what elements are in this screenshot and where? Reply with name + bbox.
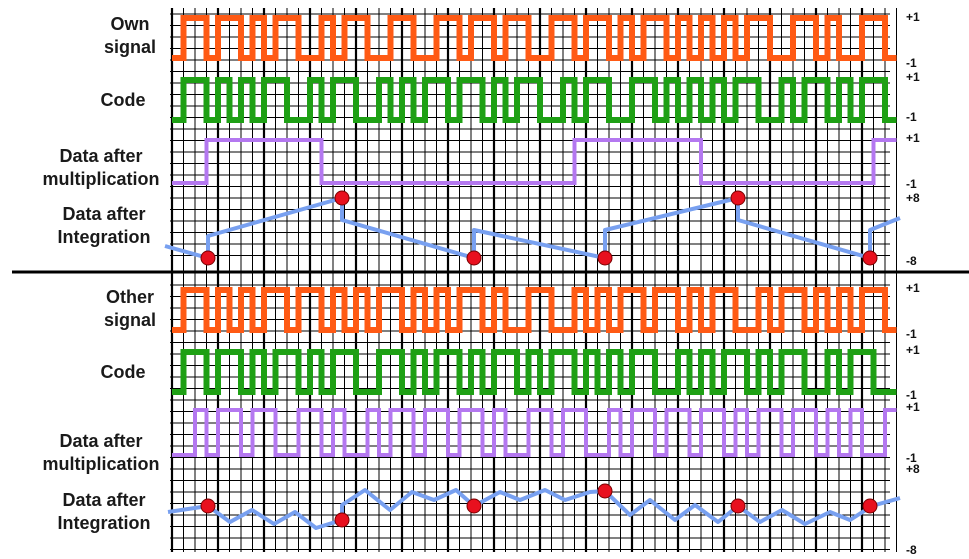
label-own-multiplication: Data after multiplication [28,145,174,191]
sample-marker [597,483,613,499]
sample-marker [730,498,746,514]
scale-own-code-top: +1 [906,70,920,84]
label-other-code: Code [70,361,176,384]
other-integration-wave [167,488,901,530]
label-other-integration-line-2: Integration [57,513,151,533]
sample-marker [334,190,350,206]
scale-own-int-bottom: -8 [906,254,917,268]
waveforms [164,15,901,530]
label-own-integration: Data after Integration [34,203,174,249]
timing-grid [170,8,897,552]
label-own-integration-line-1: Data after [62,204,146,224]
own-integration-wave [164,196,901,260]
scale-other-code-bottom: -1 [906,388,917,402]
scale-other-mult-top: +1 [906,400,920,414]
scale-other-mult-bottom: -1 [906,451,917,465]
sample-marker [597,250,613,266]
scale-own-mult-top: +1 [906,131,920,145]
label-own-signal-line-2: signal [103,37,156,57]
sample-marker [862,250,878,266]
sample-marker [466,250,482,266]
sample-marker [862,498,878,514]
scale-other-int-top: +8 [906,462,920,476]
sample-marker [730,190,746,206]
other-multiplication-wave [172,408,897,457]
sample-marker [334,512,350,528]
label-own-multiplication-line-2: multiplication [42,169,160,189]
scale-other-signal-bottom: -1 [906,327,917,341]
label-own-multiplication-line-1: Data after [59,146,143,166]
own-multiplication-wave [172,138,897,185]
scale-own-code-bottom: -1 [906,110,917,124]
sample-marker [200,498,216,514]
scale-own-mult-bottom: -1 [906,177,917,191]
label-own-signal-line-1: Own [110,14,150,34]
label-other-multiplication-line-2: multiplication [42,454,160,474]
scale-other-int-bottom: -8 [906,543,917,557]
label-own-code: Code [70,89,176,112]
scale-other-code-top: +1 [906,343,920,357]
label-other-integration-line-1: Data after [62,490,146,510]
own-signal-wave [172,15,897,61]
label-other-integration: Data after Integration [34,489,174,535]
other-signal-wave [172,287,897,333]
other-code-wave [172,349,897,395]
label-own-code-line-1: Code [100,90,146,110]
label-other-code-line-1: Code [100,362,146,382]
label-other-signal: Other signal [70,286,190,332]
sample-markers [200,190,878,528]
own-code-wave [172,77,897,123]
scale-own-int-top: +8 [906,191,920,205]
scale-other-signal-top: +1 [906,281,920,295]
label-other-multiplication-line-1: Data after [59,431,143,451]
label-own-integration-line-2: Integration [57,227,151,247]
label-other-multiplication: Data after multiplication [28,430,174,476]
sample-marker [466,498,482,514]
scale-own-signal-top: +1 [906,10,920,24]
label-own-signal: Own signal [70,13,190,59]
label-other-signal-line-1: Other [105,287,154,307]
label-other-signal-line-2: signal [103,310,156,330]
sample-marker [200,250,216,266]
scale-own-signal-bottom: -1 [906,56,917,70]
